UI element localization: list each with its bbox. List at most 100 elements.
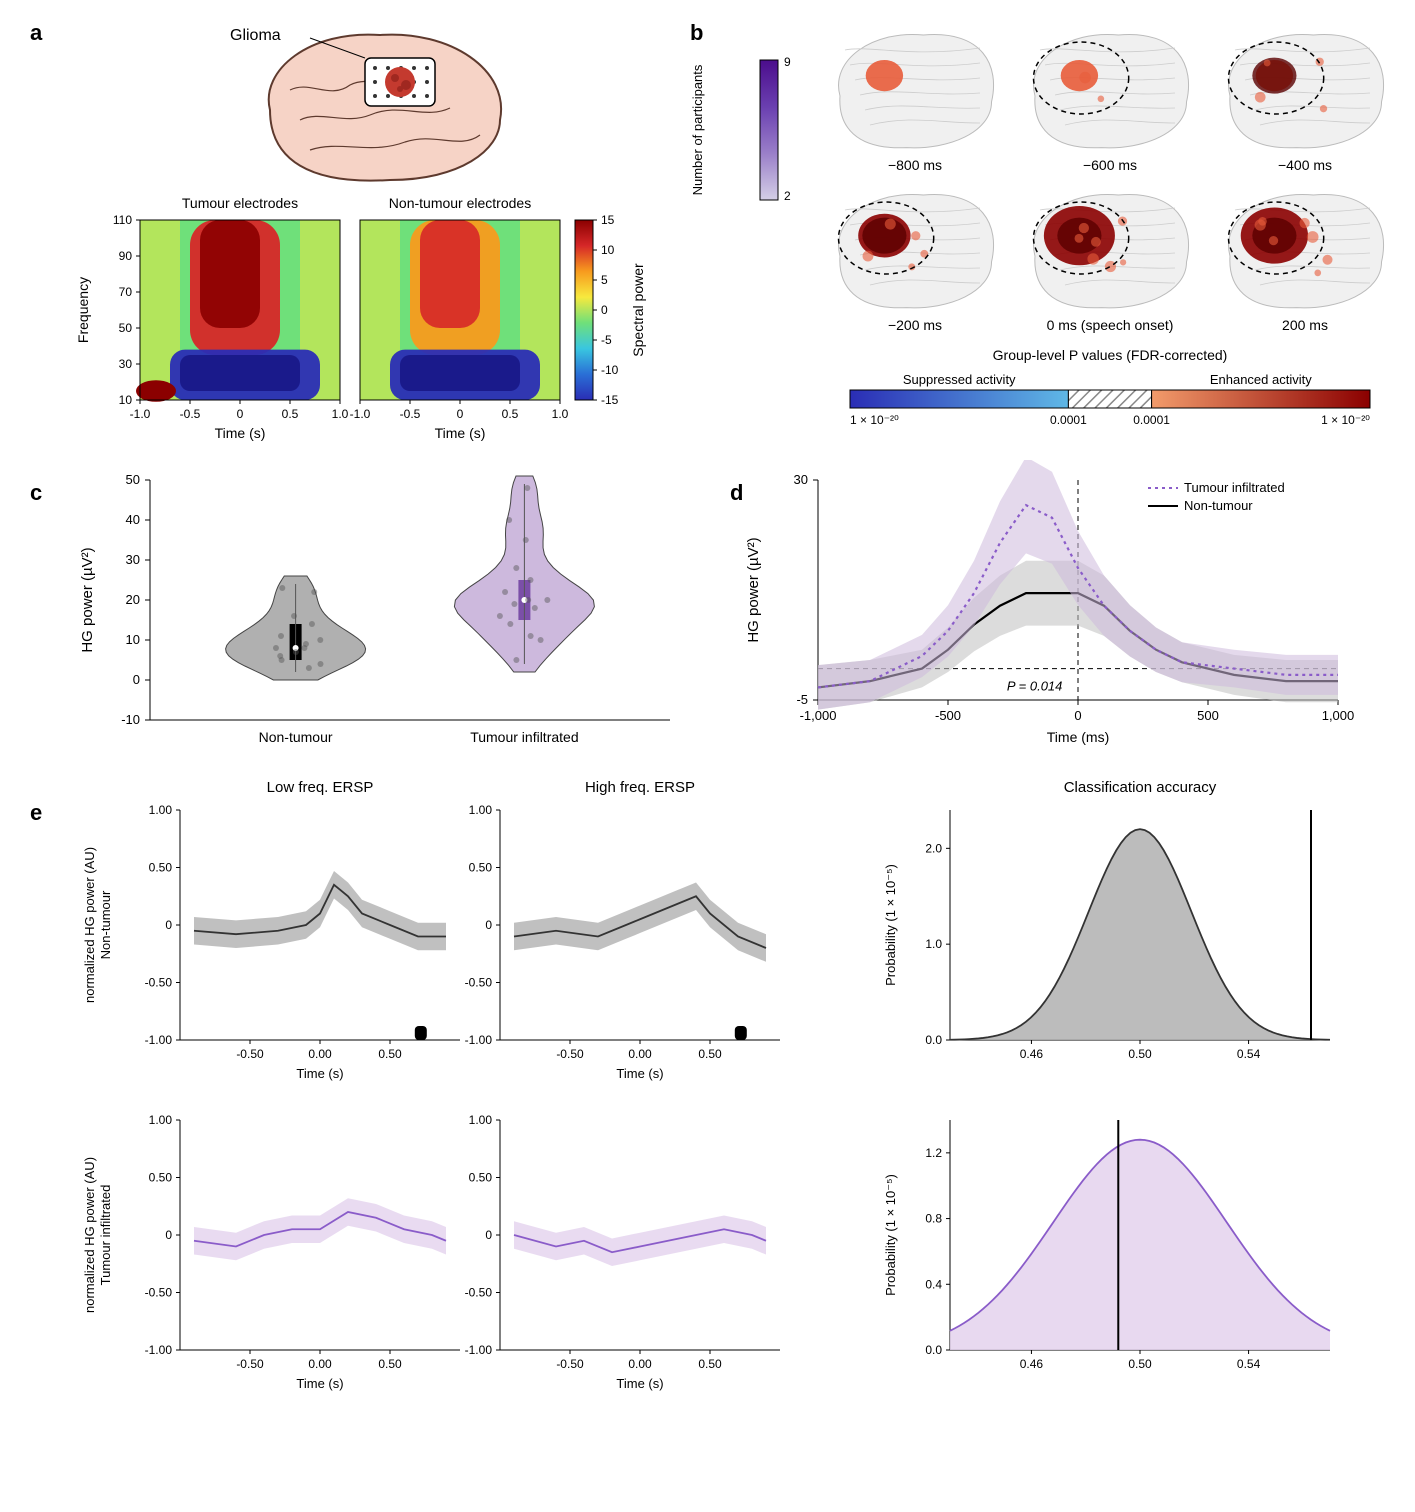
svg-text:30: 30 [126,552,140,567]
svg-text:20: 20 [126,592,140,607]
svg-text:0.54: 0.54 [1237,1047,1261,1061]
panel-letter-c: c [30,480,42,506]
svg-text:0.50: 0.50 [149,1171,173,1185]
svg-text:30: 30 [793,472,807,487]
svg-text:Frequency: Frequency [75,277,91,343]
svg-text:-0.50: -0.50 [465,1286,493,1300]
svg-text:-0.50: -0.50 [145,976,173,990]
violin-cat-label: Non-tumour [259,729,333,745]
svg-text:30: 30 [119,357,133,371]
svg-text:0.50: 0.50 [378,1357,402,1371]
svg-text:-0.50: -0.50 [145,1286,173,1300]
panel-d-svg: -1,000-50005001,000-530Time (ms)HG power… [728,460,1385,760]
spectro-title: Non-tumour electrodes [389,195,531,211]
svg-text:1 × 10⁻²⁰: 1 × 10⁻²⁰ [1321,413,1370,427]
svg-text:0.00: 0.00 [628,1357,652,1371]
svg-text:Enhanced activity: Enhanced activity [1210,372,1312,387]
svg-text:1 × 10⁻²⁰: 1 × 10⁻²⁰ [850,413,899,427]
svg-text:Non-tumour: Non-tumour [98,890,113,959]
svg-text:0.4: 0.4 [925,1277,942,1291]
svg-text:HG power (µV²): HG power (µV²) [745,537,762,642]
svg-text:40: 40 [126,512,140,527]
svg-text:Tumour infiltrated: Tumour infiltrated [98,1185,113,1286]
brain-time-label: 200 ms [1282,317,1328,333]
svg-text:0.00: 0.00 [628,1047,652,1061]
svg-text:0.00: 0.00 [308,1357,332,1371]
panel-b: Number of participantsat each vertex92−8… [690,20,1410,450]
svg-text:normalized HG power (AU): normalized HG power (AU) [82,847,97,1003]
brain-schematic: Glioma [70,20,670,190]
violin-cat-label: Tumour infiltrated [470,729,578,745]
svg-text:1.00: 1.00 [469,803,493,817]
svg-text:0.50: 0.50 [1128,1357,1152,1371]
svg-text:-10: -10 [601,363,619,377]
svg-text:Time (s): Time (s) [215,425,266,441]
svg-text:0.0001: 0.0001 [1050,413,1087,427]
svg-text:HG power (µV²): HG power (µV²) [79,547,96,652]
svg-text:0: 0 [601,303,608,317]
svg-text:Time (s): Time (s) [296,1066,343,1081]
panel-letter-d: d [730,480,743,506]
svg-text:0.50: 0.50 [698,1047,722,1061]
svg-text:-15: -15 [601,393,619,407]
svg-text:0.50: 0.50 [378,1047,402,1061]
svg-text:5: 5 [601,273,608,287]
svg-text:0: 0 [457,407,464,421]
svg-text:0: 0 [485,918,492,932]
svg-text:-1.00: -1.00 [465,1033,493,1047]
svg-text:-5: -5 [796,692,808,707]
svg-text:500: 500 [1197,708,1219,723]
svg-text:1.2: 1.2 [925,1146,942,1160]
svg-text:9: 9 [784,55,791,69]
svg-text:-500: -500 [935,708,961,723]
svg-text:0: 0 [165,1228,172,1242]
svg-text:-0.5: -0.5 [180,407,201,421]
svg-text:2.0: 2.0 [925,841,942,855]
panel-letter-b: b [690,20,703,46]
svg-text:-1.00: -1.00 [145,1343,173,1357]
svg-text:15: 15 [601,213,615,227]
svg-text:0.50: 0.50 [469,1171,493,1185]
svg-text:-0.50: -0.50 [465,976,493,990]
svg-text:90: 90 [119,249,133,263]
svg-text:normalized HG power (AU): normalized HG power (AU) [82,1157,97,1313]
panel-a: Glioma Tumour electrodes-1.0-0.500.51.0T… [70,20,670,450]
svg-text:1.0: 1.0 [925,937,942,951]
p-value-label: P = 0.014 [1006,679,1062,694]
svg-text:0.8: 0.8 [925,1212,942,1226]
brain-time-label: −600 ms [1083,157,1137,173]
brain-time-label: −400 ms [1278,157,1332,173]
svg-text:-0.50: -0.50 [556,1357,584,1371]
svg-text:0: 0 [485,1228,492,1242]
svg-text:0: 0 [165,918,172,932]
svg-text:0: 0 [237,407,244,421]
svg-text:1.00: 1.00 [469,1113,493,1127]
brain-time-label: 0 ms (speech onset) [1047,317,1174,333]
svg-text:1.00: 1.00 [149,803,173,817]
svg-text:Time (s): Time (s) [616,1376,663,1391]
panel-b-svg: Number of participantsat each vertex92−8… [690,20,1410,440]
svg-text:0.0001: 0.0001 [1133,413,1170,427]
svg-text:Time (ms): Time (ms) [1046,729,1108,745]
pval-title: Group-level P values (FDR-corrected) [993,347,1228,363]
svg-text:Probability (1 × 10⁻⁵): Probability (1 × 10⁻⁵) [883,1174,898,1296]
svg-text:-1.00: -1.00 [145,1033,173,1047]
svg-text:Suppressed activity: Suppressed activity [903,372,1016,387]
brain-time-label: −200 ms [888,317,942,333]
svg-text:110: 110 [113,213,132,227]
svg-text:-10: -10 [121,712,140,727]
svg-text:0.0: 0.0 [925,1033,942,1047]
legend-nontumour: Non-tumour [1184,498,1253,513]
svg-text:0.46: 0.46 [1020,1357,1044,1371]
svg-text:0.50: 0.50 [149,861,173,875]
panel-e-col-title: Classification accuracy [1064,779,1217,796]
brain-time-label: −800 ms [888,157,942,173]
svg-text:0.0: 0.0 [925,1343,942,1357]
svg-text:0.50: 0.50 [1128,1047,1152,1061]
svg-text:Spectral power: Spectral power [630,263,646,357]
svg-text:0: 0 [1074,708,1081,723]
svg-text:0.00: 0.00 [308,1047,332,1061]
svg-text:1.0: 1.0 [332,407,349,421]
panel-c-svg: -1001020304050HG power (µV²)Non-tumourTu… [70,460,708,760]
spectrogram-row: Tumour electrodes-1.0-0.500.51.0Time (s)… [70,190,670,450]
